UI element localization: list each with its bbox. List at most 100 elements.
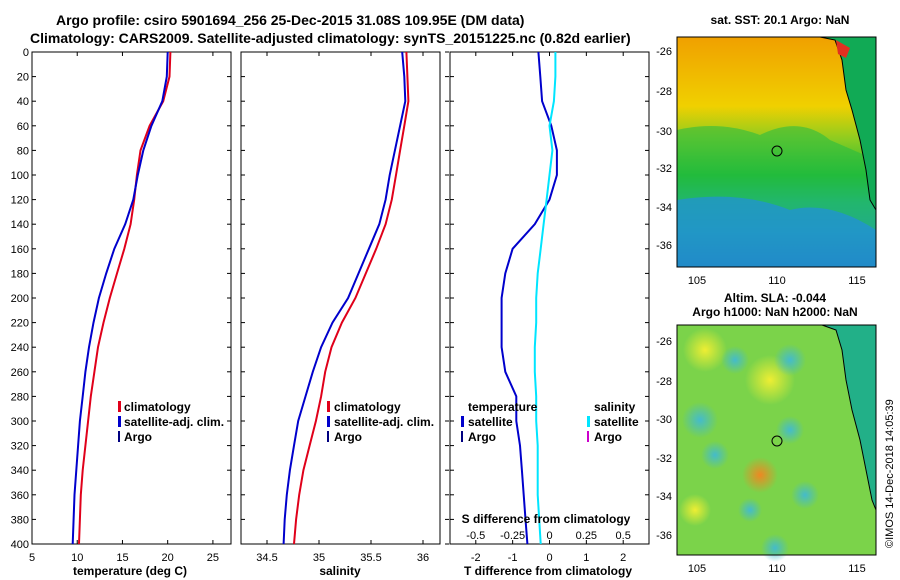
- x-tick-label: 25: [207, 552, 219, 564]
- sst-map: [676, 36, 877, 268]
- argo-location-marker: [771, 145, 783, 157]
- depth-tick-label: 200: [11, 293, 29, 305]
- depth-tick-label: 80: [17, 145, 29, 157]
- legend-satellite-adj: satellite-adj. clim.: [124, 415, 224, 429]
- legend-swatch-argo: [327, 431, 329, 442]
- series-climatology: [78, 51, 172, 545]
- sla-ytick: -26: [656, 336, 672, 348]
- depth-axis: 0 20 40 60 80 100 120 140 160 180 200 220 240 260 280 3…: [11, 47, 649, 551]
- sst-xtick: 110: [768, 275, 786, 287]
- series-salinity-satellite: [533, 52, 557, 545]
- sla-ytick: -28: [656, 376, 672, 388]
- x-tick-label: 20: [162, 552, 174, 564]
- depth-tick-label: 20: [17, 72, 29, 84]
- legend-swatch-satellite: [327, 416, 330, 427]
- legend-s-argo: Argo: [594, 430, 622, 444]
- depth-tick-label: 340: [11, 465, 29, 477]
- sla-xtick: 105: [688, 563, 706, 575]
- salinity-legend: climatology satellite-adj. clim. Argo: [327, 400, 434, 444]
- x-tick-label: 2: [620, 552, 626, 564]
- x-tick-label: 35: [313, 552, 325, 564]
- difference-xlabel: T difference from climatology: [464, 564, 632, 578]
- depth-tick-label: 400: [11, 539, 29, 551]
- legend-temperature-title: temperature: [468, 400, 538, 414]
- depth-tick-label: 140: [11, 219, 29, 231]
- legend-s-satellite: satellite: [594, 415, 639, 429]
- depth-tick-label: 280: [11, 391, 29, 403]
- depth-tick-label: 380: [11, 514, 29, 526]
- sst-xtick: 105: [688, 275, 706, 287]
- depth-tick-label: 60: [17, 121, 29, 133]
- series-satellite-adj-clim-: [282, 51, 407, 545]
- depth-tick-label: 100: [11, 170, 29, 182]
- depth-tick-label: 40: [17, 96, 29, 108]
- sla-xtick: 110: [768, 563, 786, 575]
- x-tick-label: 0: [546, 552, 552, 564]
- legend-swatch-climatology: [327, 401, 330, 412]
- sst-xtick: 115: [848, 275, 866, 287]
- s-tick-label: 0: [546, 530, 552, 542]
- sst-ytick: -34: [656, 202, 672, 214]
- sla-ytick: -36: [656, 530, 672, 542]
- sla-map-title: Altim. SLA: -0.044: [724, 291, 826, 305]
- legend-argo: Argo: [124, 430, 152, 444]
- x-tick-label: 35.5: [360, 552, 381, 564]
- x-tick-label: -2: [471, 552, 481, 564]
- profile-title: Argo profile: csiro 5901694_256 25-Dec-2…: [56, 12, 525, 28]
- x-tick-label: 1: [583, 552, 589, 564]
- legend-t-argo: Argo: [468, 430, 496, 444]
- s-tick-label: 0.5: [616, 530, 631, 542]
- sst-map-title: sat. SST: 20.1 Argo: NaN: [711, 13, 850, 27]
- series-climatology: [293, 51, 410, 545]
- sla-map: [676, 324, 877, 562]
- legend-swatch-t-argo: [461, 431, 463, 442]
- series-temperature-satellite: [500, 51, 558, 545]
- sla-ytick: -30: [656, 414, 672, 426]
- depth-tick-label: 360: [11, 490, 29, 502]
- profile-lines: [71, 51, 558, 545]
- legend-t-satellite: satellite: [468, 415, 513, 429]
- legend-swatch-satellite: [118, 416, 121, 427]
- legend-satellite-adj: satellite-adj. clim.: [334, 415, 434, 429]
- sla-map-subtitle: Argo h1000: NaN h2000: NaN: [692, 305, 857, 319]
- depth-tick-label: 0: [23, 47, 29, 59]
- depth-tick-label: 240: [11, 342, 29, 354]
- s-difference-label: S difference from climatology: [462, 512, 631, 526]
- legend-swatch-t-satellite: [461, 416, 464, 427]
- salinity-panel: [240, 51, 441, 545]
- temperature-legend: climatology satellite-adj. clim. Argo: [118, 400, 224, 444]
- climatology-title: Climatology: CARS2009. Satellite-adjuste…: [30, 30, 631, 46]
- depth-tick-label: 220: [11, 318, 29, 330]
- s-tick-label: 0.25: [576, 530, 597, 542]
- x-axes: 5 10 15 20 25 34.5 35 35.5 36 -2 -1 0 1 2 -0.5 -0.25 0 0.…: [29, 52, 631, 564]
- sla-ytick: -32: [656, 453, 672, 465]
- sst-ytick: -26: [656, 46, 672, 58]
- legend-argo: Argo: [334, 430, 362, 444]
- s-tick-label: -0.25: [500, 530, 525, 542]
- sst-ytick: -32: [656, 163, 672, 175]
- depth-tick-label: 320: [11, 441, 29, 453]
- x-tick-label: 36: [417, 552, 429, 564]
- sst-map-axes: -26 -28 -30 -32 -34 -36 105 110 115: [656, 46, 866, 287]
- salinity-xlabel: salinity: [319, 564, 361, 578]
- depth-tick-label: 120: [11, 195, 29, 207]
- depth-tick-label: 260: [11, 367, 29, 379]
- temperature-xlabel: temperature (deg C): [73, 564, 187, 578]
- argo-location-marker: [771, 435, 783, 447]
- legend-swatch-s-argo: [587, 431, 589, 442]
- sla-xtick: 115: [848, 563, 866, 575]
- sla-ytick: -34: [656, 491, 672, 503]
- legend-swatch-argo: [118, 431, 120, 442]
- legend-salinity-title: salinity: [594, 400, 636, 414]
- sla-map-axes: -26 -28 -30 -32 -34 -36 105 110 115: [656, 336, 866, 575]
- s-tick-label: -0.5: [466, 530, 485, 542]
- depth-tick-label: 180: [11, 268, 29, 280]
- legend-climatology: climatology: [124, 400, 191, 414]
- depth-tick-label: 160: [11, 244, 29, 256]
- series-satellite-adj-clim-: [71, 51, 169, 545]
- temperature-panel: [31, 51, 232, 545]
- x-tick-label: 5: [29, 552, 35, 564]
- sst-ytick: -28: [656, 86, 672, 98]
- x-tick-label: 15: [116, 552, 128, 564]
